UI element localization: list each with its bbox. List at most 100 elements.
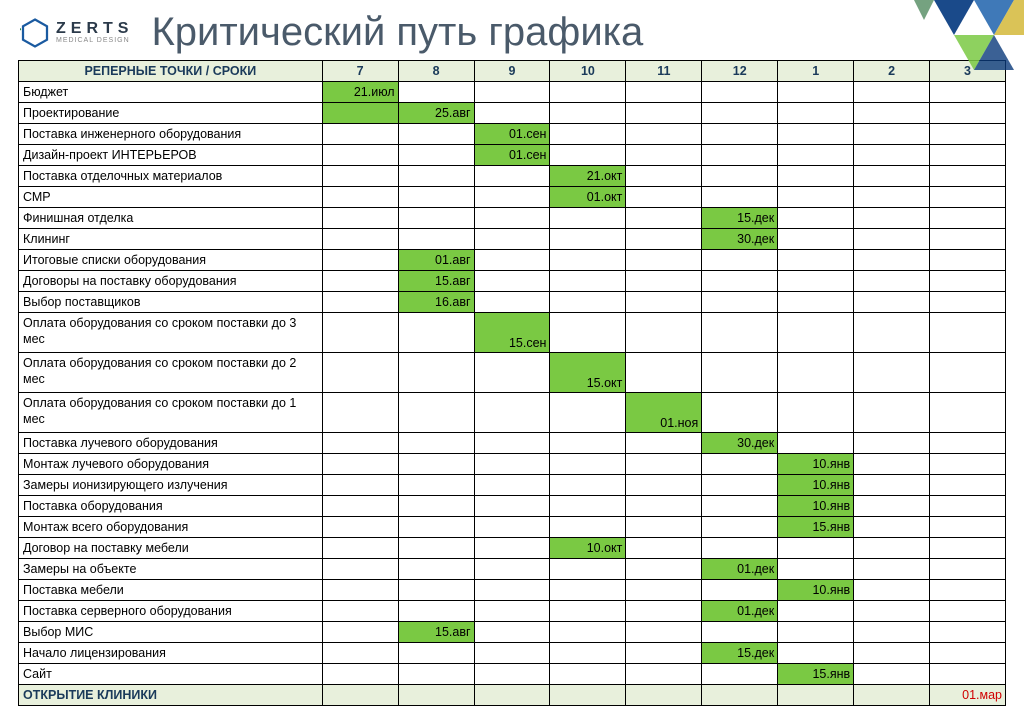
month-cell — [930, 496, 1006, 517]
month-cell: 25.авг — [398, 103, 474, 124]
month-cell — [474, 580, 550, 601]
table-row: Замеры ионизирующего излучения 10.янв — [19, 475, 1006, 496]
month-cell — [778, 208, 854, 229]
month-cell — [474, 517, 550, 538]
month-cell — [626, 353, 702, 393]
month-cell — [398, 145, 474, 166]
row-label: Дизайн-проект ИНТЕРЬЕРОВ — [19, 145, 323, 166]
month-cell — [626, 124, 702, 145]
month-cell — [626, 433, 702, 454]
month-cell — [854, 538, 930, 559]
table-row: Оплата оборудования со сроком поставки д… — [19, 393, 1006, 433]
month-cell — [702, 292, 778, 313]
month-cell — [550, 292, 626, 313]
row-label: Замеры ионизирующего излучения — [19, 475, 323, 496]
month-cell — [474, 208, 550, 229]
month-cell — [322, 313, 398, 353]
month-cell — [930, 353, 1006, 393]
row-label: Поставка инженерного оборудования — [19, 124, 323, 145]
month-cell — [854, 103, 930, 124]
month-cell — [778, 187, 854, 208]
row-label: Выбор поставщиков — [19, 292, 323, 313]
month-cell — [778, 103, 854, 124]
month-cell — [854, 433, 930, 454]
month-cell — [778, 353, 854, 393]
month-cell — [702, 124, 778, 145]
month-cell — [398, 643, 474, 664]
month-cell — [702, 622, 778, 643]
table-row: Поставка оборудования10.янв — [19, 496, 1006, 517]
month-cell — [626, 580, 702, 601]
month-cell — [398, 353, 474, 393]
header-label: РЕПЕРНЫЕ ТОЧКИ / СРОКИ — [19, 61, 323, 82]
month-cell — [322, 187, 398, 208]
month-cell — [474, 454, 550, 475]
logo: ZERTS MEDICAL DESIGN — [20, 18, 133, 48]
month-cell — [930, 292, 1006, 313]
footer-cell — [626, 685, 702, 706]
month-cell — [854, 166, 930, 187]
month-cell: 16.авг — [398, 292, 474, 313]
month-cell: 10.янв — [778, 475, 854, 496]
month-cell — [854, 250, 930, 271]
month-cell — [398, 559, 474, 580]
table-row: Итоговые списки оборудования01.авг — [19, 250, 1006, 271]
corner-decor-icon — [824, 0, 1024, 90]
month-cell — [474, 643, 550, 664]
month-cell — [398, 580, 474, 601]
month-cell — [702, 82, 778, 103]
table-row: Проектирование25.авг — [19, 103, 1006, 124]
month-header: 11 — [626, 61, 702, 82]
logo-main: ZERTS — [56, 21, 133, 37]
month-cell — [702, 517, 778, 538]
month-cell — [550, 601, 626, 622]
month-cell — [474, 496, 550, 517]
month-cell — [550, 433, 626, 454]
schedule-table-wrap: РЕПЕРНЫЕ ТОЧКИ / СРОКИ789101112123 Бюдже… — [0, 60, 1024, 706]
month-cell — [550, 622, 626, 643]
page-title: Критический путь графика — [151, 10, 643, 55]
month-cell — [930, 271, 1006, 292]
month-cell — [854, 313, 930, 353]
month-cell — [702, 271, 778, 292]
month-cell — [702, 580, 778, 601]
table-row: Начало лицензирования15.дек — [19, 643, 1006, 664]
month-cell — [398, 187, 474, 208]
month-cell — [474, 187, 550, 208]
row-label: Оплата оборудования со сроком поставки д… — [19, 313, 323, 353]
month-cell — [322, 271, 398, 292]
row-label: СМР — [19, 187, 323, 208]
table-row: Клининг30.дек — [19, 229, 1006, 250]
month-cell: 01.сен — [474, 124, 550, 145]
month-cell — [930, 103, 1006, 124]
month-cell — [778, 292, 854, 313]
table-row: Выбор поставщиков 16.авг — [19, 292, 1006, 313]
table-row: Монтаж лучевого оборудования10.янв — [19, 454, 1006, 475]
table-row: Поставка отделочных материалов21.окт — [19, 166, 1006, 187]
month-cell — [474, 103, 550, 124]
month-cell — [854, 229, 930, 250]
month-cell — [702, 313, 778, 353]
month-cell — [322, 643, 398, 664]
month-cell — [550, 250, 626, 271]
row-label: Бюджет — [19, 82, 323, 103]
month-cell — [398, 82, 474, 103]
row-label: Поставка отделочных материалов — [19, 166, 323, 187]
month-header: 8 — [398, 61, 474, 82]
month-cell — [930, 187, 1006, 208]
month-cell — [626, 313, 702, 353]
month-cell — [854, 393, 930, 433]
month-cell — [322, 229, 398, 250]
month-cell — [474, 250, 550, 271]
month-cell: 15.янв — [778, 664, 854, 685]
row-label: Выбор МИС — [19, 622, 323, 643]
month-cell — [626, 664, 702, 685]
month-cell — [322, 103, 398, 124]
table-body: Бюджет21.июлПроектирование25.авгПоставка… — [19, 82, 1006, 706]
footer-cell — [854, 685, 930, 706]
month-cell — [702, 538, 778, 559]
month-cell — [474, 292, 550, 313]
footer-label: ОТКРЫТИЕ КЛИНИКИ — [19, 685, 323, 706]
month-cell — [778, 559, 854, 580]
month-cell — [778, 313, 854, 353]
